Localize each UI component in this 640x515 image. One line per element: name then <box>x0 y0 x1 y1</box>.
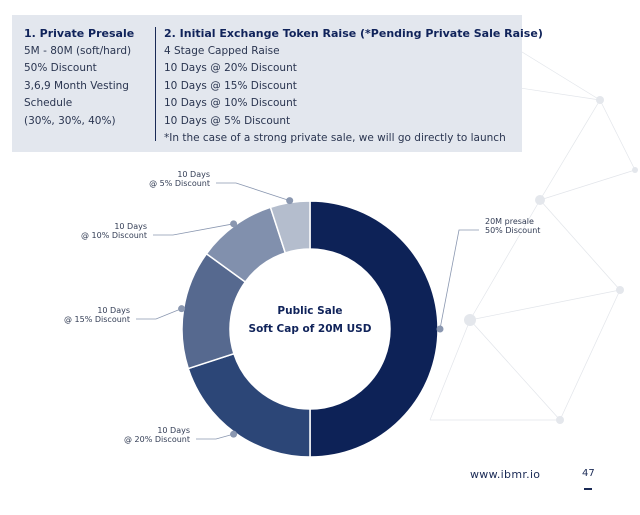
slice-label: 20M presale <box>485 217 534 226</box>
presale-line: 5M - 80M (soft/hard) <box>24 45 132 57</box>
private-presale-heading: 1. Private Presale <box>24 27 135 40</box>
slice-label: 10 Days <box>114 222 147 231</box>
exchange-raise-column: 2. Initial Exchange Token Raise (*Pendin… <box>164 25 543 147</box>
callout-line <box>153 223 234 236</box>
presale-line: 50% Discount <box>24 62 97 75</box>
slice-label: 10 Days <box>177 170 210 179</box>
callout-line <box>216 182 290 201</box>
raise-line: 10 Days @ 20% Discount <box>164 62 297 75</box>
column-divider <box>155 27 156 141</box>
exchange-raise-heading: 2. Initial Exchange Token Raise (*Pendin… <box>164 27 543 40</box>
center-text-line-2: Soft Cap of 20M USD <box>249 323 372 335</box>
center-text-line-1: Public Sale <box>277 305 342 317</box>
slice-label: 10 Days <box>97 306 130 315</box>
callout-line <box>439 229 479 330</box>
raise-line: *In the case of a strong private sale, w… <box>164 132 506 145</box>
slice-label: @ 10% Discount <box>81 231 147 240</box>
donut-slice <box>269 200 311 254</box>
slice-label: @ 15% Discount <box>64 315 130 324</box>
callout-line <box>196 433 234 440</box>
slice-label: @ 20% Discount <box>124 435 190 444</box>
slice-label: 50% Discount <box>485 226 540 235</box>
donut-slice <box>187 352 311 458</box>
slice-label: @ 5% Discount <box>149 179 210 188</box>
callout-line <box>136 308 182 320</box>
raise-line: 10 Days @ 15% Discount <box>164 79 297 92</box>
website-url: www.ibmr.io <box>470 468 541 481</box>
raise-line: 4 Stage Capped Raise <box>164 45 280 57</box>
private-presale-column: 1. Private Presale 5M - 80M (soft/hard) … <box>24 25 154 130</box>
page-number: 47 <box>582 468 595 479</box>
raise-line: 10 Days @ 10% Discount <box>164 97 297 110</box>
raise-line: 10 Days @ 5% Discount <box>164 114 291 127</box>
donut-slice <box>309 200 439 458</box>
presale-line: (30%, 30%, 40%) <box>24 114 116 127</box>
page-number-underline <box>584 488 592 490</box>
offering-info-box: 1. Private Presale 5M - 80M (soft/hard) … <box>12 15 543 152</box>
presale-line: Schedule <box>24 97 73 110</box>
presale-line: 3,6,9 Month Vesting <box>24 79 129 92</box>
slice-label: 10 Days <box>157 426 190 435</box>
